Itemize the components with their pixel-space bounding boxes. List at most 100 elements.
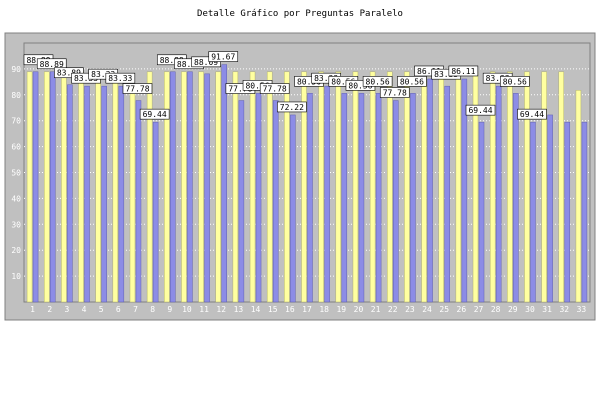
data-label: 80.56 [400,77,424,86]
data-label: 83.89 [57,69,81,78]
bar-series1 [530,121,536,303]
x-tick-label: 20 [354,305,364,314]
x-tick-label: 13 [234,305,244,314]
bar-series2 [181,71,187,303]
bar-series2 [78,71,84,303]
x-tick-label: 1 [30,305,35,314]
bar-series1 [393,100,399,303]
bar-series2 [164,71,170,303]
x-tick-label: 17 [302,305,312,314]
bar-series2 [198,71,204,303]
x-tick-label: 19 [336,305,346,314]
bar-series1 [101,85,107,303]
bar-series2 [404,71,410,303]
bar-series1 [341,93,348,303]
data-label: 86.11 [451,67,475,76]
x-tick-label: 14 [251,305,261,314]
bar-series2 [232,71,239,303]
bar-series1 [444,85,450,303]
bar-series2 [266,71,273,303]
x-tick-label: 32 [559,305,569,314]
x-tick-label: 5 [99,305,104,314]
bar-series2 [421,71,427,303]
y-tick-label: 10 [11,272,21,281]
data-label-box [208,51,239,62]
bar-series1 [410,93,416,303]
bar-series1 [581,121,588,303]
bar-series2 [558,71,565,303]
data-label: 83.33 [108,74,132,83]
data-label-box [122,83,153,94]
data-label: 80.56 [503,77,527,86]
bar-series2 [61,71,67,303]
bar-series2 [387,71,393,303]
data-label: 77.78 [263,85,287,94]
grid-lines [24,68,590,277]
bar-series1 [84,85,90,303]
bar-series1 [461,78,468,303]
bar-series1 [375,93,382,303]
x-tick-label: 28 [491,305,501,314]
y-axis: 10 20 30 40 50 60 70 80 90 [11,65,21,281]
bar-series2 [335,71,342,303]
x-tick-label: 3 [64,305,69,314]
data-label-box [448,65,479,77]
x-tick-label: 16 [285,305,295,314]
data-label: 83.33 [74,74,98,83]
data-labels: 88.8988.8983.8983.3383.3383.3377.7869.44… [23,51,547,120]
bar-series1 [272,100,279,303]
bar-series1 [221,64,227,303]
bar-series1 [135,100,142,303]
y-tick-label: 90 [11,65,21,74]
x-tick-label: 9 [167,305,172,314]
bar-series1 [547,114,553,303]
data-label-box [517,108,547,120]
x-tick-label: 11 [199,305,209,314]
data-label: 69.44 [468,106,492,115]
data-label: 80.56 [348,81,372,90]
data-label: 88.89 [40,60,64,69]
bar-series2 [146,71,153,303]
data-label: 80.56 [331,77,355,86]
bar-series2 [369,71,376,303]
bar-series1 [67,84,73,303]
x-tick-label: 8 [150,305,155,314]
data-label-box [54,67,84,79]
x-tick-label: 29 [508,305,518,314]
x-tick-label: 4 [82,305,87,314]
data-label-box [139,108,170,120]
data-label: 88.89 [177,60,201,69]
data-label: 77.78 [125,85,149,94]
bar-series2 [112,71,119,303]
bar-series1 [32,71,39,303]
bar-series1 [324,85,330,303]
bar-series2 [438,71,444,303]
bar-series2 [284,71,290,303]
y-tick-label: 30 [11,220,21,229]
x-tick-label: 23 [405,305,415,314]
bar-series2 [318,71,324,303]
bar-series2 [541,71,547,303]
bar-series2 [455,71,462,303]
x-tick-label: 10 [182,305,192,314]
bar-series1 [564,121,571,303]
x-tick-label: 7 [133,305,138,314]
x-tick-label: 30 [525,305,535,314]
data-label-box [500,76,530,87]
bar-series2 [95,71,101,303]
data-label: 88.89 [160,56,184,65]
x-tick-label: 2 [47,305,52,314]
bar-series2 [215,71,221,303]
x-tick-label: 15 [268,305,278,314]
data-label-box [465,104,496,116]
x-tick-label: 26 [457,305,467,314]
bar-series2 [524,71,530,303]
bar-series2 [575,90,582,303]
data-label: 77.78 [383,89,407,98]
y-tick-label: 20 [11,246,21,255]
bar-series1 [49,71,56,303]
bar-series2 [129,85,136,303]
x-tick-label: 27 [474,305,484,314]
data-label: 77.78 [228,85,252,94]
